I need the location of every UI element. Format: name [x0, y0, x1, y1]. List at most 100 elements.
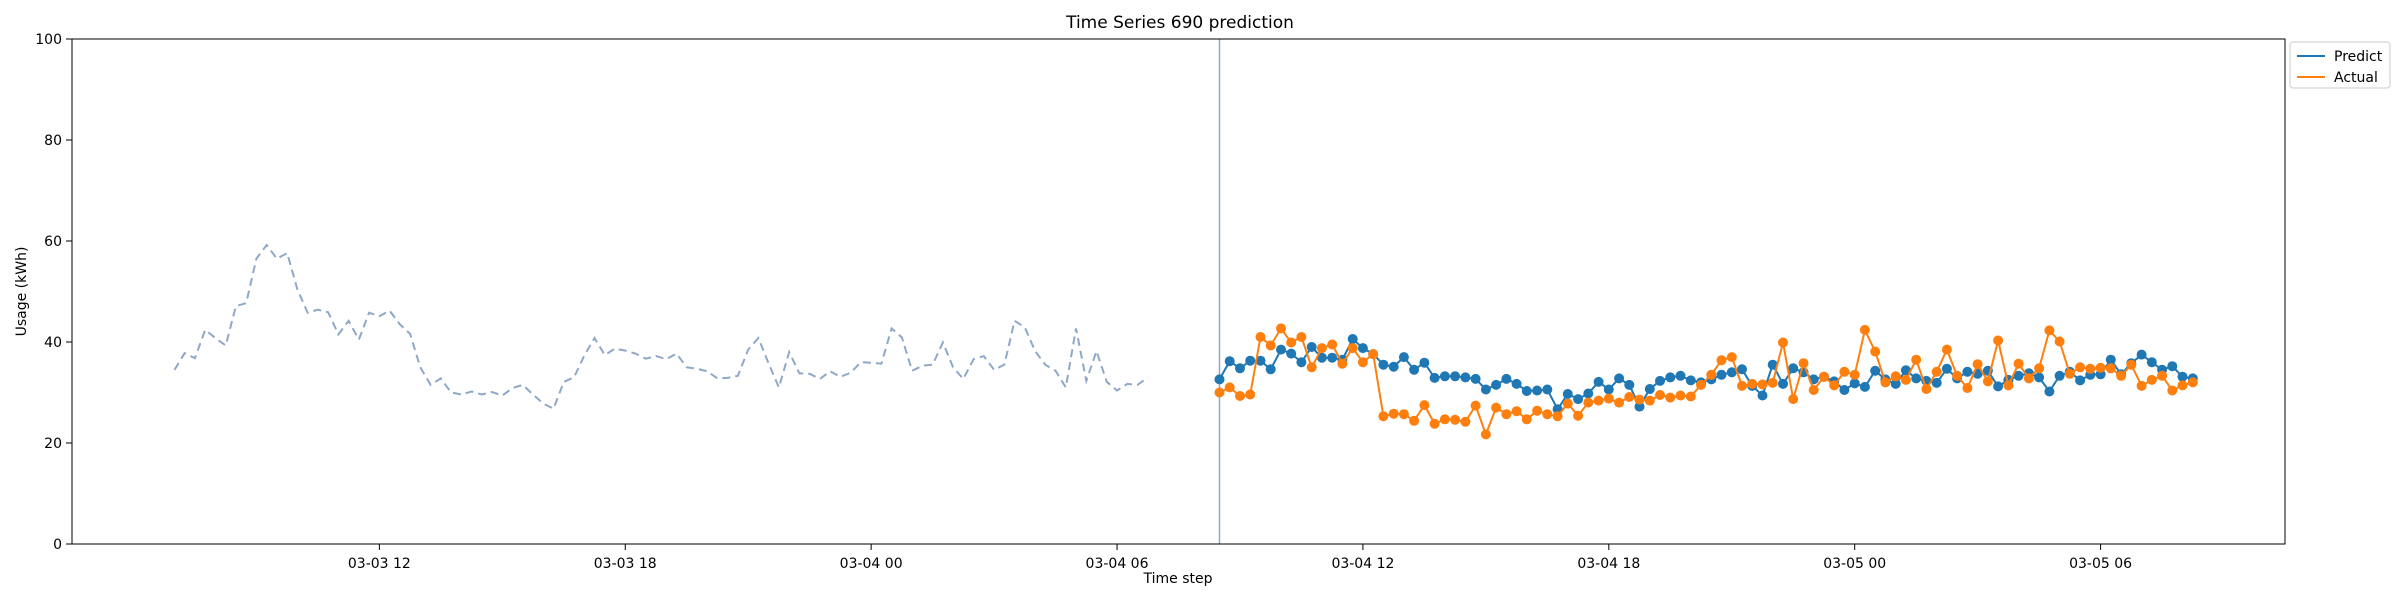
predict-point [1767, 359, 1778, 370]
actual-point [1675, 390, 1686, 401]
predict-point [2177, 371, 2188, 382]
actual-point [1706, 369, 1717, 380]
predict-point [1542, 384, 1553, 395]
actual-point [1849, 369, 1860, 380]
actual-point [1398, 409, 1409, 420]
predict-point [1265, 364, 1276, 375]
predict-point [1911, 373, 1922, 384]
actual-point [1368, 349, 1379, 360]
legend-label-actual: Actual [2334, 70, 2378, 86]
actual-point [1419, 400, 1430, 411]
predict-point [1491, 379, 1502, 390]
actual-point [1819, 371, 1829, 382]
actual-point [2136, 380, 2147, 391]
predict-point [1614, 373, 1625, 384]
actual-point [1245, 389, 1256, 400]
predict-point [1235, 363, 1245, 374]
actual-point [1337, 358, 1348, 369]
x-tick-label: 03-03 12 [348, 556, 411, 572]
y-tick-label: 100 [35, 32, 62, 48]
predict-point [1501, 373, 1512, 384]
actual-point [2095, 362, 2106, 373]
actual-point [1450, 414, 1461, 425]
actual-point [2105, 363, 2116, 374]
actual-point [2157, 370, 2168, 381]
predict-point [1634, 401, 1645, 412]
predict-point [1532, 385, 1543, 396]
actual-point [1880, 377, 1891, 388]
actual-point [1962, 383, 1973, 393]
predict-point [1757, 390, 1768, 401]
actual-point [1603, 393, 1614, 404]
actual-point [1542, 409, 1553, 420]
predict-point [2105, 354, 2116, 365]
actual-point [1982, 376, 1993, 387]
plot-area [173, 39, 2198, 544]
x-tick-label: 03-04 00 [840, 556, 903, 572]
predict-point [1276, 344, 1286, 355]
predict-point [2136, 349, 2147, 360]
actual-point [1235, 391, 1245, 401]
predict-point [1737, 364, 1747, 375]
actual-point [1931, 366, 1942, 377]
predict-point [2146, 357, 2157, 368]
predict-point [1788, 363, 1799, 374]
x-axis: 03-03 12 03-03 18 03-04 00 03-04 06 03-04 12… [348, 544, 2132, 572]
actual-point [1439, 414, 1450, 425]
y-tick-label: 60 [44, 234, 62, 250]
predict-point [1378, 359, 1389, 370]
predict-point [1849, 378, 1860, 389]
actual-point [1808, 385, 1819, 395]
predict-point [1224, 356, 1235, 367]
actual-point [2064, 368, 2075, 379]
predict-point [2044, 386, 2055, 397]
x-tick-label: 03-04 12 [1331, 556, 1394, 572]
predict-point [1603, 384, 1614, 395]
actual-point [1265, 340, 1276, 351]
predict-point [1870, 365, 1881, 376]
predict-point [1716, 369, 1727, 380]
chart-title: Time Series 690 prediction [1065, 13, 1294, 33]
predict-point [1316, 352, 1327, 363]
actual-point [1747, 378, 1758, 389]
actual-point [1276, 323, 1286, 334]
actual-point [1829, 380, 1840, 391]
actual-point [2023, 373, 2034, 384]
legend-label-predict: Predict [2334, 49, 2383, 65]
actual-point [1696, 379, 1706, 390]
predict-point [1644, 384, 1655, 394]
actual-point [1788, 394, 1799, 405]
actual-point [1521, 414, 1532, 425]
actual-point [1614, 397, 1625, 408]
predict-point [2075, 375, 2086, 386]
actual-point [2116, 370, 2127, 381]
predict-point [1245, 355, 1256, 366]
y-tick-label: 20 [44, 436, 62, 452]
actual-point [2187, 377, 2198, 388]
actual-point [1327, 339, 1338, 350]
predict-point [1521, 386, 1532, 396]
plot-frame [71, 38, 2286, 545]
x-tick-label: 03-05 00 [1823, 556, 1886, 572]
actual-point [1573, 410, 1584, 421]
actual-point [1685, 391, 1696, 402]
predict-point [1388, 361, 1399, 372]
x-tick-label: 03-04 18 [1577, 556, 1640, 572]
predict-point [1470, 373, 1481, 384]
actual-point [1224, 382, 1235, 393]
predict-point [1962, 366, 1973, 377]
predict-point [1327, 352, 1338, 363]
predict-point [1583, 388, 1594, 399]
predict-point [2013, 370, 2024, 381]
predict-point [1306, 342, 1317, 352]
predict-point [1839, 385, 1850, 395]
actual-point [2034, 363, 2045, 374]
y-axis: 0 20 40 60 80 100 [35, 32, 72, 553]
actual-point [1665, 392, 1676, 403]
actual-point [1357, 357, 1368, 368]
predict-point [1460, 372, 1471, 383]
actual-point [1839, 366, 1850, 377]
actual-point [1255, 332, 1266, 342]
actual-point [1296, 332, 1307, 342]
